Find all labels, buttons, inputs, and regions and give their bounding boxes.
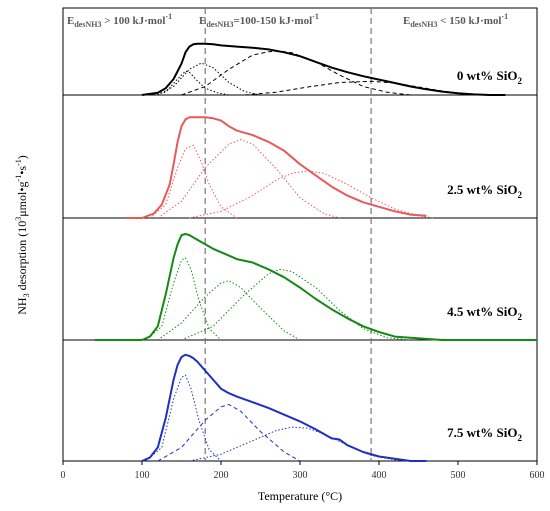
panel-label: 7.5 wt% SiO2 bbox=[447, 425, 522, 443]
component-curve bbox=[149, 70, 229, 96]
component-curve bbox=[149, 144, 238, 219]
x-tick-label: 500 bbox=[451, 470, 466, 481]
component-curve bbox=[145, 257, 222, 341]
x-tick-label: 300 bbox=[293, 470, 308, 481]
panel-label: 4.5 wt% SiO2 bbox=[447, 304, 522, 322]
x-tick-label: 600 bbox=[530, 470, 545, 481]
zone-label: EdesNH3 > 100 kJ·mol-1 bbox=[67, 12, 172, 29]
x-tick-label: 0 bbox=[61, 470, 66, 481]
component-curve bbox=[157, 62, 261, 96]
component-curve bbox=[157, 280, 301, 341]
component-curve bbox=[189, 170, 435, 219]
panel-label: 0 wt% SiO2 bbox=[457, 68, 523, 86]
total-curve bbox=[141, 42, 506, 96]
x-tick-label: 100 bbox=[135, 470, 150, 481]
x-tick-label: 400 bbox=[372, 470, 387, 481]
component-curve bbox=[157, 139, 340, 219]
x-tick-label: 200 bbox=[214, 470, 229, 481]
component-curve bbox=[145, 374, 222, 462]
total-curve bbox=[141, 353, 427, 462]
zone-label: EdesNH3=100-150 kJ·mol-1 bbox=[199, 12, 319, 29]
y-axis-label: NH3 desorption (103μmol•g-1•s-1) bbox=[14, 155, 31, 315]
component-curve bbox=[181, 268, 411, 341]
component-curve bbox=[157, 404, 301, 462]
x-axis-label: Temperature (°C) bbox=[258, 489, 342, 503]
total-curve bbox=[94, 233, 537, 341]
total-curve bbox=[126, 116, 427, 219]
panel-label: 2.5 wt% SiO2 bbox=[447, 182, 522, 200]
zone-label: EdesNH3 < 150 kJ·mol-1 bbox=[403, 12, 508, 29]
component-curve bbox=[181, 50, 411, 96]
